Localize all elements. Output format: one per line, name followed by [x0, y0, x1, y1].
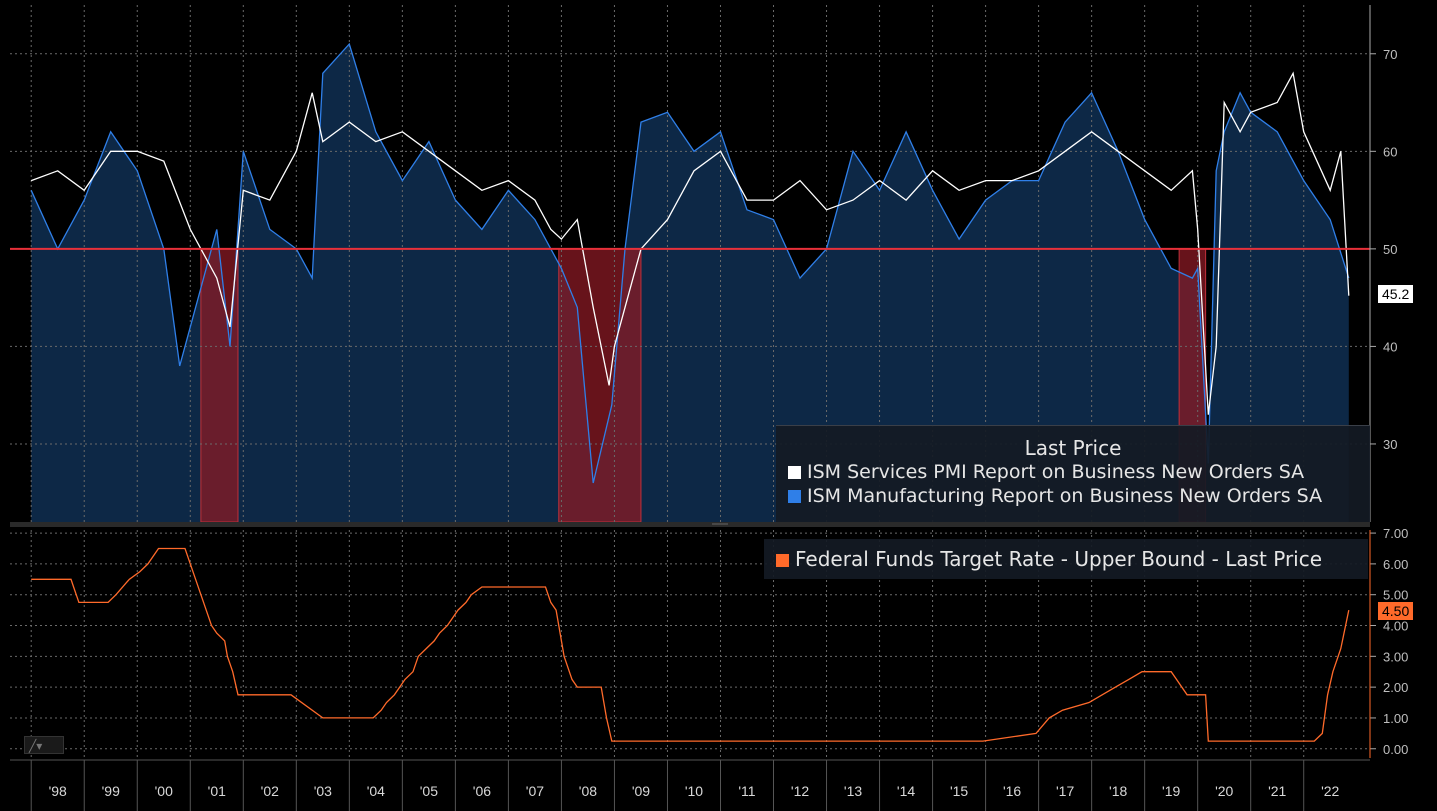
x-tick-label: '06	[473, 783, 491, 799]
x-tick-label: '08	[579, 783, 597, 799]
x-tick-label: '98	[49, 783, 67, 799]
x-tick-label: '99	[102, 783, 120, 799]
upper-panel	[10, 42, 1370, 484]
y-tick-label-upper: 30	[1383, 437, 1397, 452]
x-tick-label: '05	[420, 783, 438, 799]
x-tick-label: '09	[632, 783, 650, 799]
x-tick-label: '21	[1268, 783, 1286, 799]
lower-legend: Federal Funds Target Rate - Upper Bound …	[764, 539, 1368, 579]
manufacturing-swatch	[788, 490, 801, 503]
x-tick-label: '18	[1109, 783, 1127, 799]
legend-label-manufacturing: ISM Manufacturing Report on Business New…	[807, 485, 1323, 507]
legend-item-manufacturing: ISM Manufacturing Report on Business New…	[776, 484, 1370, 508]
services-line	[30, 71, 1350, 415]
y-tick-label-lower: 7.00	[1383, 526, 1408, 541]
x-tick-label: '00	[155, 783, 173, 799]
lower-panel	[31, 547, 1350, 742]
x-tick-label: '14	[897, 783, 915, 799]
recession-band-1	[558, 248, 642, 523]
upper-legend: Last Price ISM Services PMI Report on Bu…	[776, 425, 1370, 522]
legend-item-services: ISM Services PMI Report on Business New …	[776, 460, 1370, 484]
y-tick-label-lower: 5.00	[1383, 588, 1408, 603]
x-tick-label: '11	[738, 783, 755, 799]
x-tick-label: '13	[844, 783, 862, 799]
y-tick-label-upper: 50	[1383, 242, 1397, 257]
y-tick-label-lower: 6.00	[1383, 557, 1408, 572]
frame	[10, 5, 1371, 811]
y-tick-label-lower: 0.00	[1383, 742, 1408, 757]
legend-label-fedfunds: Federal Funds Target Rate - Upper Bound …	[795, 547, 1323, 571]
line-chart-icon[interactable]: ╱▾	[24, 736, 64, 754]
x-tick-label: '20	[1215, 783, 1233, 799]
x-tick-label: '16	[1003, 783, 1021, 799]
y-tick-label-lower: 1.00	[1383, 711, 1408, 726]
x-tick-label: '07	[526, 783, 544, 799]
x-tick-label: '19	[1162, 783, 1180, 799]
y-tick-label-lower: 3.00	[1383, 649, 1408, 664]
x-tick-label: '04	[367, 783, 385, 799]
x-tick-label: '12	[791, 783, 809, 799]
manufacturing-line	[30, 42, 1350, 484]
x-tick-label: '10	[685, 783, 703, 799]
fedfunds-line	[31, 547, 1350, 742]
fedfunds-swatch	[776, 554, 789, 567]
manufacturing-area	[31, 44, 1349, 523]
last-value-badge-upper: 45.2	[1378, 285, 1414, 303]
y-tick-label-lower: 4.00	[1383, 619, 1408, 634]
y-tick-label-upper: 70	[1383, 47, 1397, 62]
y-tick-label-upper: 60	[1383, 144, 1397, 159]
y-tick-label-lower: 2.00	[1383, 680, 1408, 695]
x-tick-label: '03	[314, 783, 332, 799]
services-swatch	[788, 466, 801, 479]
x-tick-label: '15	[950, 783, 968, 799]
panel-divider	[10, 522, 1370, 527]
tick-labels: '98 '99 '00 '01 '02 '03 '04 '05 '06 '07 '08 '09 '10 '…	[49, 47, 1409, 799]
legend-title: Last Price	[1024, 436, 1122, 460]
x-tick-label: '22	[1321, 783, 1339, 799]
upper-area-fills	[31, 44, 1349, 523]
x-tick-label: '17	[1056, 783, 1074, 799]
x-tick-label: '02	[261, 783, 279, 799]
legend-label-services: ISM Services PMI Report on Business New …	[807, 461, 1305, 483]
x-tick-label: '01	[208, 783, 226, 799]
y-tick-label-upper: 40	[1383, 339, 1397, 354]
last-value-badge-lower: 4.50	[1378, 602, 1414, 620]
